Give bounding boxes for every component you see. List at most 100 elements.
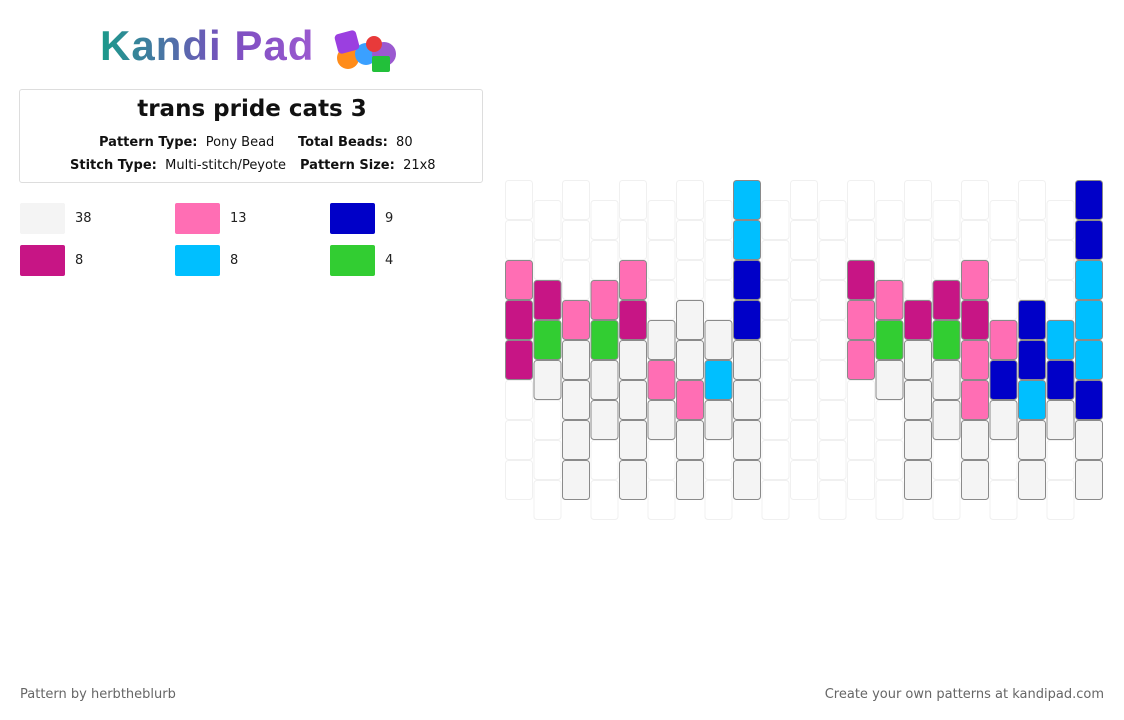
empty-cell [961,220,989,260]
empty-cell [590,240,619,280]
empty-cell [989,240,1018,280]
bead [562,340,590,380]
info-box: trans pride cats 3 Pattern Type: Pony Be… [19,89,483,183]
empty-cell [1046,480,1075,520]
bead [733,300,761,340]
count: 8 [75,253,84,268]
empty-cell [932,200,961,240]
empty-cell [647,200,676,240]
empty-cell [932,240,961,280]
empty-cell [647,440,676,480]
bead [733,340,761,380]
empty-cell [505,460,533,500]
swatch [330,203,375,234]
value: 80 [396,135,413,150]
bead [989,400,1018,440]
bead [676,460,704,500]
empty-cell [1046,280,1075,320]
empty-cell [989,440,1018,480]
bead [1075,380,1103,420]
empty-cell [505,420,533,460]
bead [1075,460,1103,500]
empty-cell [761,440,790,480]
empty-cell [847,380,875,420]
empty-cell [904,260,932,300]
empty-cell [647,240,676,280]
logo-text[interactable]: Kandi Pad [100,22,315,69]
bead [932,320,961,360]
bead [961,380,989,420]
bead [647,360,676,400]
bead [989,320,1018,360]
empty-cell [818,280,847,320]
bead [590,320,619,360]
bead [733,180,761,220]
bead [847,300,875,340]
empty-cell [761,280,790,320]
count: 9 [385,211,394,226]
swatch [20,203,65,234]
empty-cell [961,180,989,220]
empty-cell [761,480,790,520]
value: Multi-stitch/Peyote [165,158,287,173]
empty-cell [1046,440,1075,480]
bead [533,320,562,360]
bead [733,380,761,420]
empty-cell [790,300,818,340]
bead [1018,380,1046,420]
empty-cell [790,260,818,300]
empty-cell [761,200,790,240]
footer-credit[interactable]: Create your own patterns at kandipad.com [824,687,1104,702]
bead [1018,340,1046,380]
empty-cell [704,280,733,320]
bead [533,360,562,400]
empty-cell [875,200,904,240]
label: Stitch Type: [70,158,157,173]
bead [932,280,961,320]
logo-icon [334,30,396,72]
bead [1075,180,1103,220]
empty-cell [818,320,847,360]
bead [875,360,904,400]
bead [619,460,647,500]
empty-cell [1018,180,1046,220]
bead [619,420,647,460]
empty-cell [533,240,562,280]
empty-cell [704,440,733,480]
swatch [175,203,220,234]
bead [590,280,619,320]
footer-author[interactable]: Pattern by herbtheblurb [20,687,176,702]
empty-cell [1046,200,1075,240]
bead [619,340,647,380]
empty-cell [790,180,818,220]
bead [875,280,904,320]
empty-cell [761,320,790,360]
empty-cell [875,440,904,480]
empty-cell [847,460,875,500]
empty-cell [704,200,733,240]
empty-cell [619,220,647,260]
empty-cell [790,460,818,500]
count: 38 [75,211,92,226]
bead [647,400,676,440]
empty-cell [818,400,847,440]
empty-cell [790,420,818,460]
bead [989,360,1018,400]
empty-cell [818,200,847,240]
empty-cell [847,180,875,220]
bead [1018,420,1046,460]
empty-cell [1018,260,1046,300]
bead [505,340,533,380]
bead [904,420,932,460]
empty-cell [590,200,619,240]
count: 4 [385,253,394,268]
bead [590,400,619,440]
bead [562,300,590,340]
empty-cell [533,200,562,240]
bead [961,340,989,380]
empty-cell [932,440,961,480]
bead [1046,320,1075,360]
empty-cell [505,380,533,420]
label: Pattern Type: [99,135,198,150]
swatch [20,245,65,276]
